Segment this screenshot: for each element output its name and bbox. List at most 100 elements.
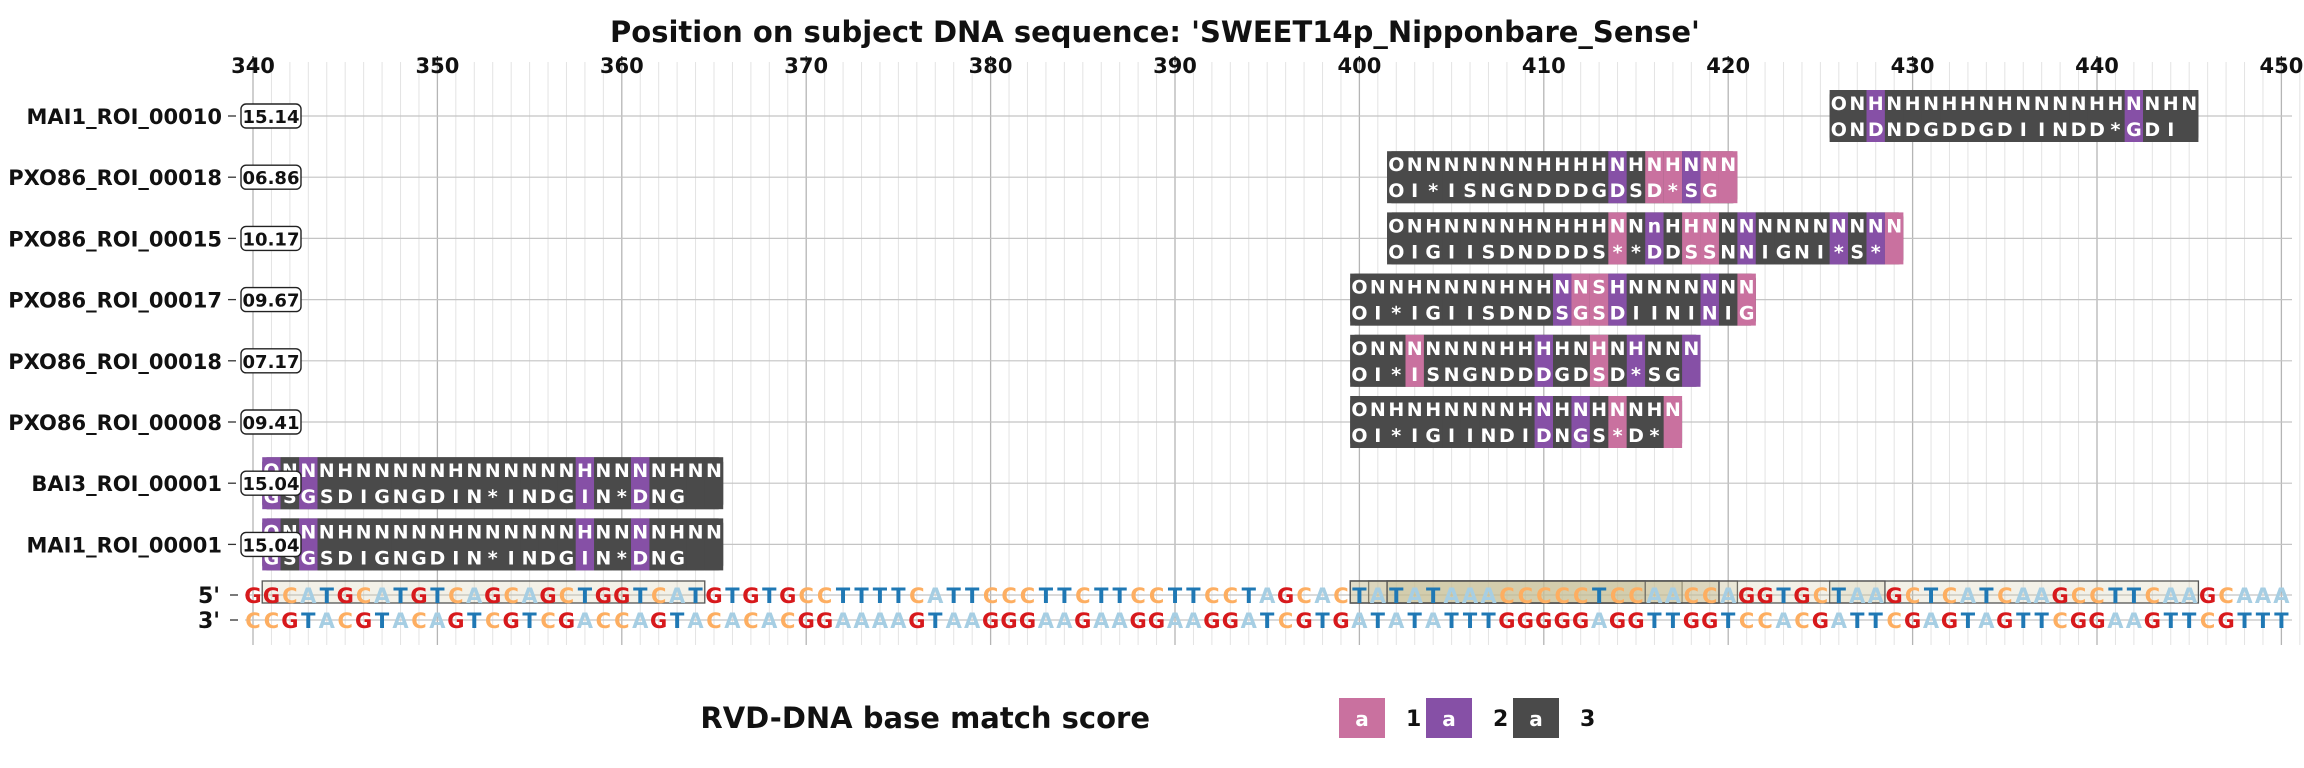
sense-base: C [1942,584,1957,608]
score-value: 15.14 [243,107,300,128]
score-badge [240,348,302,374]
sense-base: C [1518,584,1533,608]
rvd-cell [372,518,392,571]
antisense-base: A [687,609,704,633]
rvd-bottom-letter: G [1462,364,1478,386]
x-tick-label: 390 [1153,54,1197,78]
rvd-cell [1460,151,1480,204]
antisense-base: C [1886,609,1901,633]
rvd-cell [2087,90,2107,142]
legend-swatch [1339,698,1385,738]
rvd-top-letter: N [356,460,372,482]
antisense-base: G [1627,609,1644,633]
rvd-cell [1460,396,1480,448]
sense-base: G [1738,584,1755,608]
rvd-cell [391,518,410,571]
antisense-base: G [1554,609,1571,633]
rvd-bottom-letter: N [1739,241,1755,263]
rvd-top-letter: N [1683,154,1699,176]
sense-base: C [356,584,371,608]
rvd-cell [1571,151,1590,204]
rvd-top-letter: N [1481,154,1497,176]
rvd-cell [1350,334,1369,387]
rvd-bottom-letter: I [1448,241,1455,263]
rvd-top-letter: N [1665,277,1681,299]
rvd-bottom-letter: G [559,547,575,569]
rvd-cell [1626,273,1646,326]
x-tick-label: 450 [2259,54,2303,78]
rvd-top-letter: N [1573,399,1589,421]
rvd-cell [1645,273,1664,326]
sense-base: T [836,584,851,608]
rvd-bottom-letter: D [1647,241,1663,263]
rvd-top-letter: N [1407,154,1423,176]
rvd-cell [1663,334,1683,387]
antisense-base: A [1591,609,1608,633]
rvd-top-letter: H [669,521,685,543]
rvd-bottom-letter: O [1831,119,1847,141]
rvd-cell [1589,151,1609,204]
rvd-top-letter: H [1388,399,1404,421]
rvd-cell [299,457,318,510]
sense-base: C [1020,584,1035,608]
rvd-cell [1534,151,1554,204]
rvd-cell [1479,334,1498,387]
rvd-cell [1829,90,1849,142]
rvd-cell [1423,273,1443,326]
antisense-base: G [1498,609,1515,633]
rvd-bottom-letter: I [1411,364,1418,386]
alignment-row: PXO86_ROI_00015OONIHGNININSNDHNNDHDHDHSN… [8,212,1904,265]
sense-base: T [688,584,703,608]
rvd-top-letter: N [1646,154,1662,176]
rvd-top-letter: N [2034,93,2050,115]
rvd-cell [704,457,724,510]
rvd-cell [1571,273,1590,326]
rvd-top-letter: N [1923,93,1939,115]
alignment-rows: MAI1_ROI_00010OONNHDNNHDNGHDHDNGHDNININN… [8,90,2199,571]
rvd-top-letter: N [1683,277,1699,299]
x-tick-label: 400 [1337,54,1381,78]
rvd-top-letter: N [1462,154,1478,176]
rvd-bottom-letter: D [632,547,648,569]
rvd-bottom-letter: * [1631,364,1641,386]
rvd-top-letter: N [1407,215,1423,237]
rvd-cell [612,457,632,510]
sense-base: A [2181,584,2198,608]
sense-base: T [2127,584,2142,608]
sense-base: G [2051,584,2068,608]
rvd-bottom-letter: G [1554,364,1570,386]
rvd-cell [1608,273,1627,326]
rvd-top-letter: H [1536,277,1552,299]
rvd-bottom-letter: I [1374,364,1381,386]
rvd-top-letter: N [1702,277,1718,299]
sense-base: C [1333,584,1348,608]
antisense-base: G [558,609,575,633]
rvd-top-letter: H [1610,277,1626,299]
antisense-base: G [798,609,815,633]
rvd-top-letter: N [1462,215,1478,237]
antisense-base: A [632,609,649,633]
rvd-top-letter: N [1646,277,1662,299]
rvd-cell [1792,212,1812,265]
alignment-row: MAI1_ROI_00010OONNHDNNHDNGHDHDNGHDNININN… [27,90,2199,142]
rvd-top-letter: N [1739,277,1755,299]
antisense-base: C [706,609,721,633]
rvd-cell [1553,334,1572,387]
sense-base: T [1057,584,1072,608]
rvd-cell [1405,396,1424,448]
rvd-top-letter: N [706,521,722,543]
rvd-bottom-letter: I [1467,303,1474,325]
rvd-bottom-letter: D [1536,180,1552,202]
row-label: PXO86_ROI_00017 [8,289,222,313]
rvd-cell [1553,151,1572,204]
rvd-cell [1755,212,1775,265]
rvd-bottom-letter: S [1684,241,1698,263]
chart-title: Position on subject DNA sequence: 'SWEET… [610,15,1700,49]
sense-base: A [1462,584,1479,608]
rvd-cell [1442,212,1461,265]
rvd-bottom-letter: I [1762,241,1769,263]
antisense-base: G [2217,609,2234,633]
antisense-base: A [872,609,889,633]
sense-base: C [651,584,666,608]
